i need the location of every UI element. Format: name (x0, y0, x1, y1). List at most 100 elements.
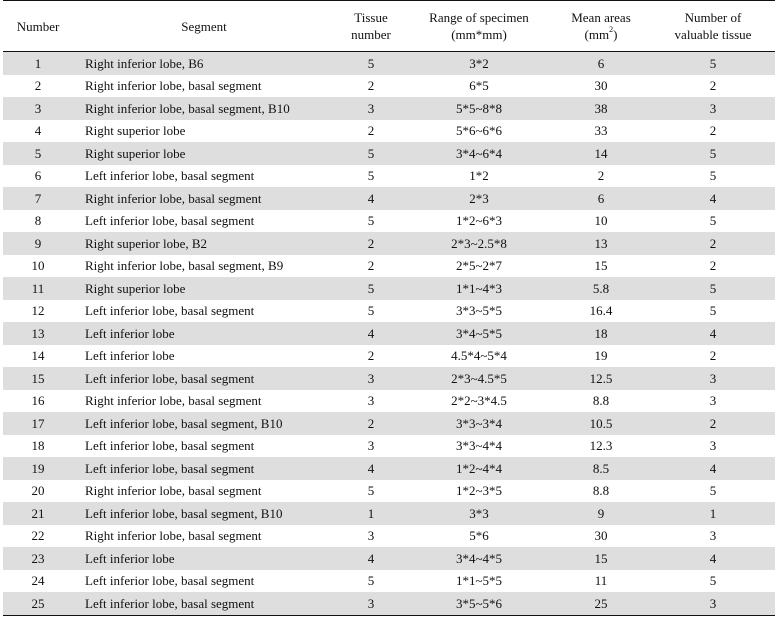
cell-segment: Left inferior lobe, basal segment (85, 213, 255, 229)
cell-tissue-number: 2 (367, 78, 375, 94)
cell-valuable-tissue: 2 (709, 258, 717, 274)
cell-tissue-number: 5 (367, 213, 375, 229)
cell-segment: Left inferior lobe (73, 322, 335, 345)
cell-range: 2*3~4.5*5 (407, 367, 551, 390)
cell-range: 4.5*4~5*4 (451, 348, 507, 364)
cell-segment: Right inferior lobe, basal segment (85, 393, 262, 409)
cell-tissue-number: 5 (367, 303, 375, 319)
table-row: 1 Right inferior lobe, B6 5 3*2 6 5 (3, 51, 775, 75)
table-row: 4 Right superior lobe 2 5*6~6*6 33 2 (3, 120, 775, 143)
cell-range: 3*3~4*4 (455, 438, 503, 454)
cell-number: 22 (31, 528, 45, 544)
table-row: 2 Right inferior lobe, basal segment 2 6*5 3… (3, 75, 775, 98)
cell-number: 15 (3, 367, 73, 390)
cell-mean-area: 8.5 (551, 457, 651, 480)
cell-tissue-number: 3 (367, 528, 375, 544)
table-row: 24 Left inferior lobe, basal segment 5 1*1~… (3, 570, 775, 593)
cell-valuable-tissue: 5 (709, 213, 717, 229)
cell-valuable-tissue: 5 (651, 51, 775, 75)
table-row: 21 Left inferior lobe, basal segment, B10… (3, 502, 775, 525)
cell-mean-area: 8.8 (592, 393, 610, 409)
cell-tissue-number: 1 (335, 502, 407, 525)
cell-valuable-tissue: 5 (651, 277, 775, 300)
cell-tissue-number: 2 (367, 123, 375, 139)
cell-segment: Right inferior lobe, basal segment, B10 (73, 97, 335, 120)
cell-range: 3*5~5*6 (407, 592, 551, 615)
header-segment: Segment (181, 18, 227, 34)
cell-number: 18 (31, 438, 45, 454)
header-tissue-number: Tissue number (351, 10, 391, 42)
cell-mean-area: 11 (594, 573, 608, 589)
cell-tissue-number: 5 (335, 51, 407, 75)
cell-mean-area: 38 (551, 97, 651, 120)
cell-range: 1*2~6*3 (455, 213, 503, 229)
cell-tissue-number: 5 (367, 483, 375, 499)
cell-number: 5 (3, 142, 73, 165)
cell-segment: Left inferior lobe (85, 348, 175, 364)
specimen-table: Number Segment Tissue number Range of sp… (3, 0, 775, 616)
cell-range: 6*5 (469, 78, 489, 94)
cell-mean-area: 10 (594, 213, 608, 229)
table-body: 1 Right inferior lobe, B6 5 3*2 6 5 2 Right inf… (3, 51, 775, 615)
cell-valuable-tissue: 3 (709, 528, 717, 544)
cell-mean-area: 30 (594, 78, 608, 94)
cell-range: 2*2~3*4.5 (451, 393, 507, 409)
cell-valuable-tissue: 3 (651, 97, 775, 120)
cell-valuable-tissue: 5 (709, 168, 717, 184)
cell-mean-area: 8.8 (592, 483, 610, 499)
cell-mean-area: 15 (551, 547, 651, 570)
table-row: 11 Right superior lobe 5 1*1~4*3 5.8 5 (3, 277, 775, 300)
table-row: 3 Right inferior lobe, basal segment, B10… (3, 97, 775, 120)
cell-valuable-tissue: 4 (651, 457, 775, 480)
cell-valuable-tissue: 3 (709, 438, 717, 454)
cell-number: 20 (31, 483, 45, 499)
cell-number: 16 (31, 393, 45, 409)
cell-tissue-number: 4 (335, 457, 407, 480)
cell-valuable-tissue: 2 (651, 412, 775, 435)
header-number: Number (16, 18, 60, 34)
table-row: 16 Right inferior lobe, basal segment 3 2*2… (3, 390, 775, 413)
cell-number: 8 (34, 213, 42, 229)
cell-mean-area: 12.3 (589, 438, 613, 454)
cell-mean-area: 16.4 (589, 303, 613, 319)
table-row: 15 Left inferior lobe, basal segment 3 2*3~… (3, 367, 775, 390)
cell-tissue-number: 4 (335, 322, 407, 345)
cell-number: 17 (3, 412, 73, 435)
cell-tissue-number: 2 (367, 258, 375, 274)
table-row: 9 Right superior lobe, B2 2 2*3~2.5*8 13 2 (3, 232, 775, 255)
cell-segment: Right inferior lobe, B6 (73, 51, 335, 75)
table-row: 18 Left inferior lobe, basal segment 3 3*3~… (3, 435, 775, 458)
cell-mean-area: 13 (551, 232, 651, 255)
header-mean-areas: Mean areas (mm2) (571, 10, 631, 42)
cell-range: 5*6 (469, 528, 489, 544)
cell-number: 11 (3, 277, 73, 300)
cell-mean-area: 33 (594, 123, 608, 139)
cell-mean-area: 9 (551, 502, 651, 525)
cell-range: 1*2 (469, 168, 489, 184)
cell-range: 2*5~2*7 (455, 258, 503, 274)
cell-tissue-number: 4 (335, 187, 407, 210)
table-row: 10 Right inferior lobe, basal segment, B9… (3, 255, 775, 278)
cell-valuable-tissue: 3 (709, 393, 717, 409)
table-row: 8 Left inferior lobe, basal segment 5 1*2~6… (3, 210, 775, 233)
cell-mean-area: 18 (551, 322, 651, 345)
cell-segment: Left inferior lobe, basal segment (73, 457, 335, 480)
table-row: 13 Left inferior lobe 4 3*4~5*5 18 4 (3, 322, 775, 345)
cell-mean-area: 10.5 (551, 412, 651, 435)
cell-segment: Left inferior lobe, basal segment, B10 (73, 502, 335, 525)
cell-valuable-tissue: 3 (651, 367, 775, 390)
cell-tissue-number: 3 (335, 592, 407, 615)
cell-segment: Left inferior lobe, basal segment (85, 168, 255, 184)
cell-segment: Right superior lobe, B2 (73, 232, 335, 255)
cell-range: 3*4~4*5 (407, 547, 551, 570)
cell-segment: Right inferior lobe, basal segment (85, 483, 262, 499)
table-row: 5 Right superior lobe 5 3*4~6*4 14 5 (3, 142, 775, 165)
cell-segment: Left inferior lobe, basal segment, B10 (73, 412, 335, 435)
cell-tissue-number: 4 (335, 547, 407, 570)
cell-tissue-number: 2 (335, 232, 407, 255)
header-range-of-specimen: Range of specimen (mm*mm) (429, 10, 529, 42)
table-row: 14 Left inferior lobe 2 4.5*4~5*4 19 2 (3, 345, 775, 368)
specimen-table-container: Number Segment Tissue number Range of sp… (3, 0, 775, 616)
cell-valuable-tissue: 4 (651, 187, 775, 210)
cell-segment: Right inferior lobe, basal segment (73, 187, 335, 210)
